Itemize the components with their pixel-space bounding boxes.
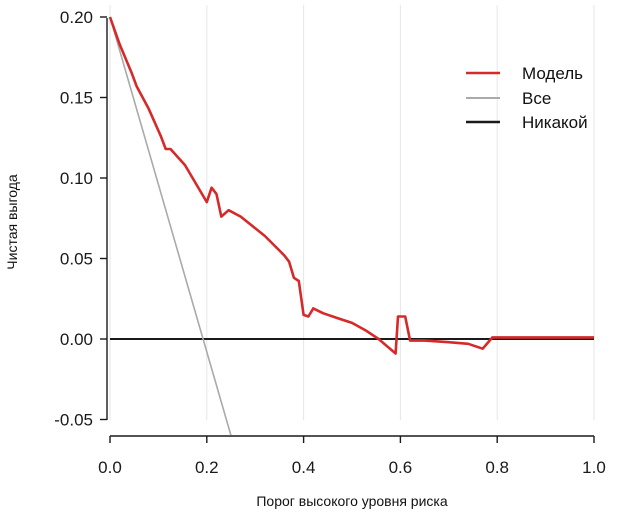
x-tick-label: 0.8 [485,458,509,477]
y-tick-label: -0.05 [54,411,93,430]
y-tick-label: 0.20 [60,8,93,27]
x-tick-label: 0.2 [195,458,219,477]
x-tick-label: 0.6 [389,458,413,477]
y-axis-title: Чистая выгода [4,174,20,270]
legend-label: Модель [522,64,583,83]
legend-label: Все [522,89,551,108]
legend: Модель Все Никакой [466,64,588,132]
y-tick-label: 0.00 [60,330,93,349]
series-lines [108,16,594,435]
y-tick-label: 0.15 [60,89,93,108]
y-tick-label: 0.05 [60,250,93,269]
x-tick-label: 1.0 [582,458,606,477]
y-tick-label: 0.10 [60,169,93,188]
x-tick-label: 0.0 [98,458,122,477]
legend-label: Никакой [522,113,588,132]
treat-all-line [109,16,232,435]
axes: -0.05 0.00 0.05 0.10 0.15 0.20 0.0 0.2 0.4 0.6 0.8… [54,8,606,477]
x-tick-label: 0.4 [292,458,316,477]
model-line [108,16,594,355]
x-axis-title: Порог высокого уровня риска [256,493,447,509]
